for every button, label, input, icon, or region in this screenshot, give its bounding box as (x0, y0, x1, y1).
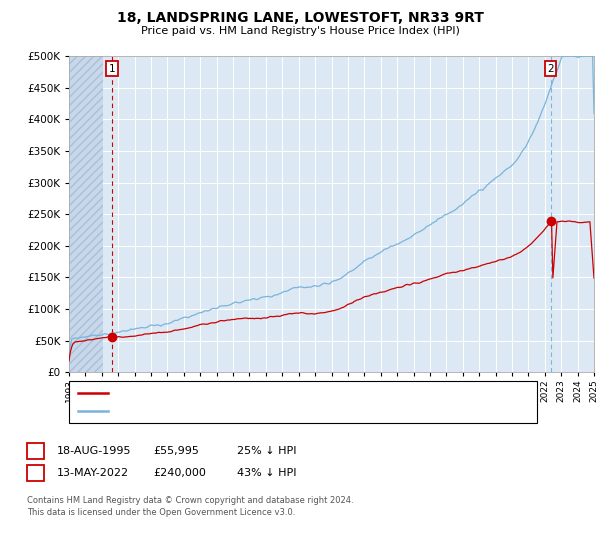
Text: 2: 2 (548, 64, 554, 74)
Text: 18-AUG-1995: 18-AUG-1995 (57, 446, 131, 456)
Text: £240,000: £240,000 (153, 468, 206, 478)
Text: 1: 1 (32, 446, 39, 456)
Text: Contains HM Land Registry data © Crown copyright and database right 2024.: Contains HM Land Registry data © Crown c… (27, 496, 353, 505)
Text: 43% ↓ HPI: 43% ↓ HPI (237, 468, 296, 478)
Text: 1: 1 (109, 64, 115, 74)
Text: £55,995: £55,995 (153, 446, 199, 456)
Text: 25% ↓ HPI: 25% ↓ HPI (237, 446, 296, 456)
Text: 2: 2 (32, 468, 39, 478)
Text: HPI: Average price, detached house, East Suffolk: HPI: Average price, detached house, East… (114, 407, 346, 416)
Text: This data is licensed under the Open Government Licence v3.0.: This data is licensed under the Open Gov… (27, 508, 295, 517)
Text: Price paid vs. HM Land Registry's House Price Index (HPI): Price paid vs. HM Land Registry's House … (140, 26, 460, 36)
Text: 18, LANDSPRING LANE, LOWESTOFT, NR33 9RT: 18, LANDSPRING LANE, LOWESTOFT, NR33 9RT (116, 12, 484, 26)
Text: 13-MAY-2022: 13-MAY-2022 (57, 468, 129, 478)
Text: 18, LANDSPRING LANE, LOWESTOFT, NR33 9RT (detached house): 18, LANDSPRING LANE, LOWESTOFT, NR33 9RT… (114, 389, 424, 398)
